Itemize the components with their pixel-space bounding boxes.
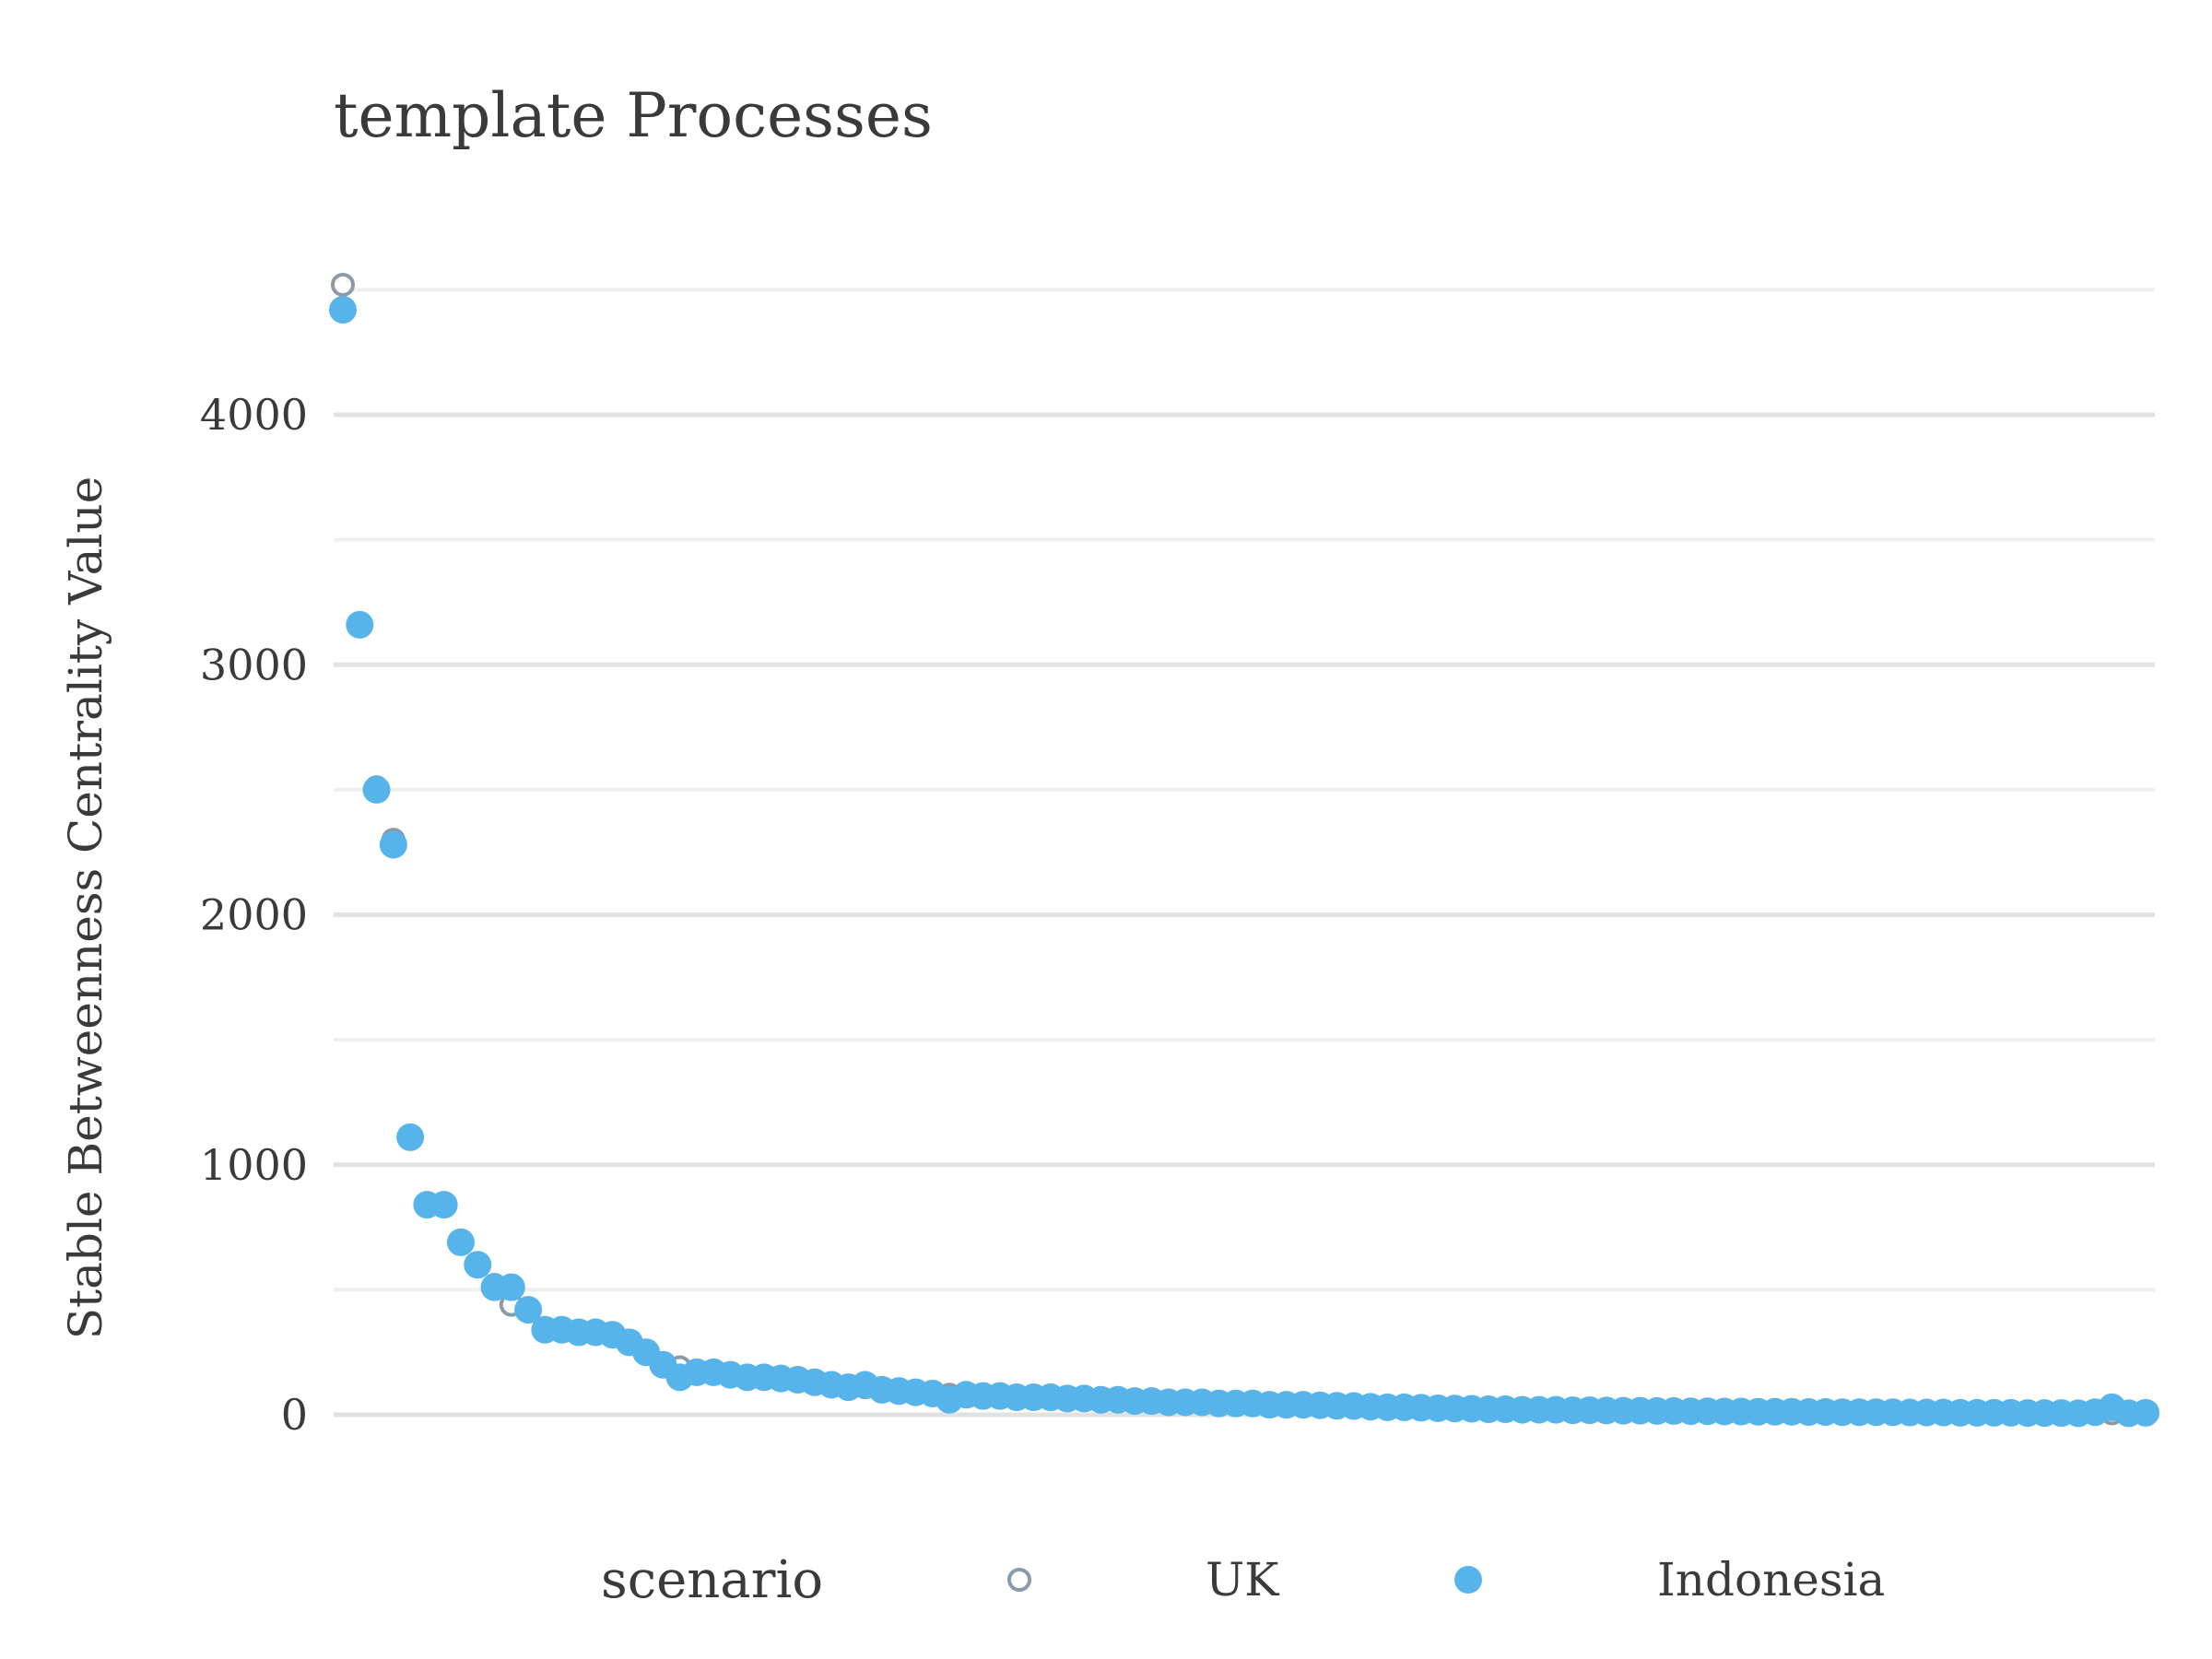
point-indonesia xyxy=(379,830,407,859)
point-indonesia xyxy=(2132,1398,2159,1427)
y-tick-label: 4000 xyxy=(200,390,308,440)
y-tick-label: 2000 xyxy=(200,890,308,940)
point-indonesia xyxy=(396,1123,425,1151)
legend-marker-uk xyxy=(1007,1568,1031,1592)
point-indonesia xyxy=(446,1228,475,1256)
gridlines xyxy=(334,288,2155,1418)
point-indonesia xyxy=(429,1191,458,1219)
y-axis-label: Stable Betweenness Centrality Value xyxy=(59,477,112,1339)
point-indonesia xyxy=(497,1273,525,1301)
point-indonesia xyxy=(329,296,357,324)
chart-title: template Processes xyxy=(334,80,933,151)
point-indonesia xyxy=(346,610,374,639)
y-tick-label: 0 xyxy=(281,1390,308,1440)
point-indonesia xyxy=(362,775,391,804)
legend: scenario UK Indonesia xyxy=(601,1550,1885,1610)
series-uk-points xyxy=(331,272,2158,1426)
legend-label-indonesia: Indonesia xyxy=(1657,1553,1885,1606)
point-indonesia xyxy=(514,1296,543,1324)
y-tick-label: 3000 xyxy=(200,640,308,689)
point-indonesia xyxy=(464,1251,492,1279)
legend-title: scenario xyxy=(601,1550,823,1610)
legend-label-uk: UK xyxy=(1206,1553,1280,1606)
point-uk xyxy=(331,272,355,297)
y-tick-label: 1000 xyxy=(200,1140,308,1190)
y-axis-ticks: 0 1000 2000 3000 4000 xyxy=(200,390,308,1440)
series-indonesia-points xyxy=(329,296,2159,1428)
legend-marker-indonesia xyxy=(1454,1566,1482,1594)
